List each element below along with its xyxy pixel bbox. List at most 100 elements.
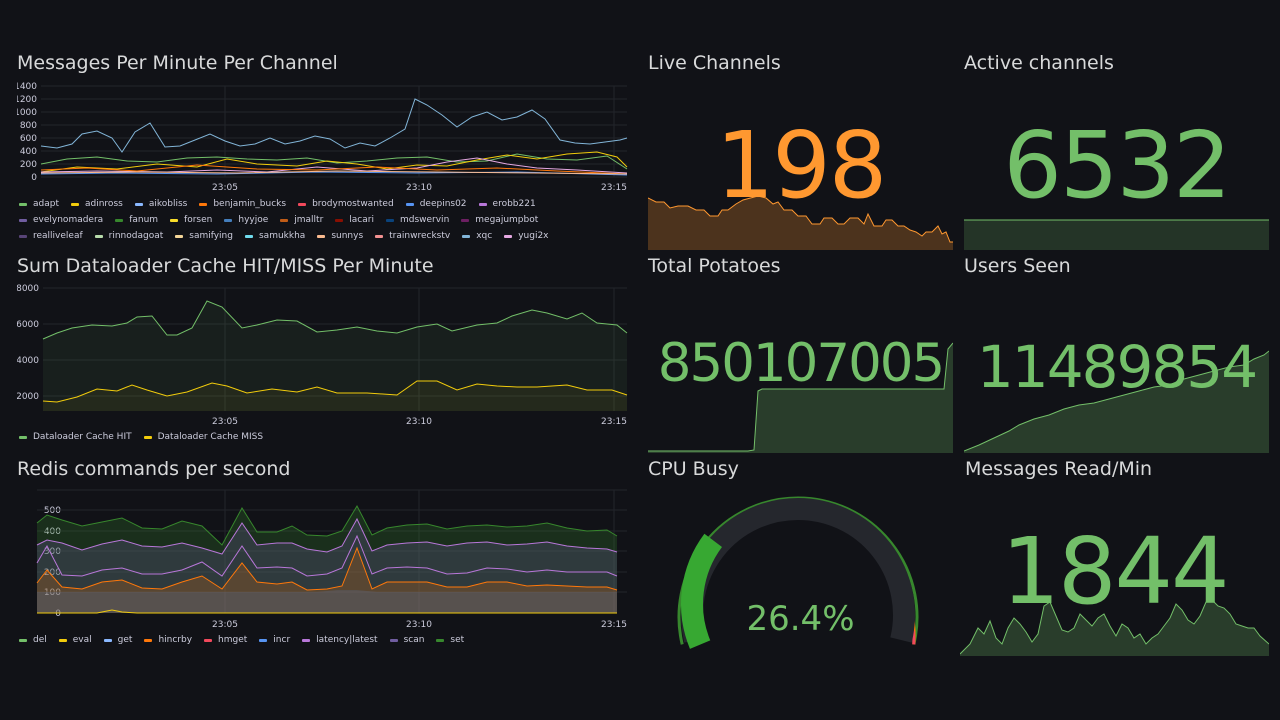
- legend-item[interactable]: deepins02: [405, 196, 467, 212]
- legend-item[interactable]: xqc: [462, 228, 492, 244]
- y-tick: 200: [20, 160, 37, 170]
- legend-item[interactable]: hincrby: [144, 632, 192, 648]
- y-tick: 800: [20, 121, 37, 131]
- legend-item[interactable]: hyyjoe: [224, 212, 268, 228]
- x-axis: 23:05 23:10 23:15: [212, 183, 627, 193]
- legend-label: evelynomadera: [33, 215, 104, 225]
- legend-item[interactable]: forsen: [170, 212, 212, 228]
- legend-swatch: [335, 218, 344, 222]
- redis-panel: Redis commands per second 500 400 300 20…: [17, 458, 632, 653]
- y-tick: 500: [44, 506, 61, 516]
- series-hit: [42, 300, 628, 340]
- legend-swatch: [385, 218, 394, 222]
- legend-item[interactable]: rinnodagoat: [94, 228, 164, 244]
- legend-item[interactable]: mdswervin: [385, 212, 450, 228]
- legend-item[interactable]: scan: [389, 632, 425, 648]
- messages-read-panel: Messages Read/Min 1844: [960, 458, 1269, 656]
- legend-swatch: [58, 638, 67, 642]
- legend-label: samukkha: [258, 231, 306, 241]
- legend-label: set: [450, 635, 465, 645]
- legend-item[interactable]: set: [436, 632, 464, 648]
- legend-item[interactable]: lacari: [335, 212, 374, 228]
- legend-swatch: [115, 218, 124, 222]
- panel-title: CPU Busy: [648, 458, 739, 480]
- legend-label: scan: [403, 635, 425, 645]
- legend-swatch: [170, 218, 179, 222]
- dataloader-chart[interactable]: 8000 6000 4000 2000 23:05 23:10 23:15: [17, 283, 632, 433]
- active-channels-value: 6532: [1003, 112, 1231, 219]
- legend-label: erobb221: [492, 199, 536, 209]
- chart-legend: adapt adinross aikobliss benjamin_bucks brod…: [19, 196, 619, 244]
- legend-swatch: [134, 202, 143, 206]
- legend-swatch: [405, 202, 414, 206]
- legend-item[interactable]: samukkha: [244, 228, 306, 244]
- x-tick: 23:05: [212, 620, 238, 630]
- legend-item[interactable]: evelynomadera: [19, 212, 103, 228]
- legend-item[interactable]: adinross: [71, 196, 123, 212]
- legend-swatch: [462, 234, 471, 238]
- y-axis: 8000 6000 4000 2000: [17, 284, 39, 402]
- legend-label: adinross: [85, 199, 123, 209]
- series-get-area: [37, 590, 617, 613]
- legend-item[interactable]: get: [103, 632, 132, 648]
- legend-item[interactable]: hmget: [204, 632, 247, 648]
- legend-label: adapt: [33, 199, 59, 209]
- series-sunnys: [40, 170, 628, 175]
- legend-label: rinnodagoat: [108, 231, 164, 241]
- panel-title: Total Potatoes: [648, 255, 781, 277]
- legend-label: megajumpbot: [475, 215, 539, 225]
- y-tick: 100: [44, 588, 61, 598]
- series-lines: [40, 98, 628, 176]
- legend-swatch: [478, 202, 487, 206]
- total-potatoes-sparkline: [648, 342, 953, 453]
- legend-swatch: [19, 435, 27, 439]
- messages-read-sparkline: [960, 599, 1269, 656]
- legend-item[interactable]: incr: [259, 632, 290, 648]
- legend-item[interactable]: realliveleaf: [19, 228, 83, 244]
- legend-item[interactable]: yugi2x: [504, 228, 549, 244]
- panel-title: Messages Read/Min: [965, 458, 1153, 480]
- legend-item[interactable]: erobb221: [478, 196, 536, 212]
- legend-item[interactable]: fanum: [115, 212, 158, 228]
- series-latency: [36, 517, 618, 555]
- legend-label: deepins02: [419, 199, 467, 209]
- active-channels-panel: Active channels 6532: [964, 52, 1269, 250]
- legend-item[interactable]: adapt: [19, 196, 59, 212]
- panel-title: Users Seen: [964, 255, 1071, 277]
- legend-label: xqc: [476, 231, 493, 241]
- legend-item[interactable]: jmalltr: [280, 212, 323, 228]
- legend-label: hyyjoe: [238, 215, 269, 225]
- legend-swatch: [175, 234, 184, 238]
- legend-item[interactable]: del: [19, 632, 47, 648]
- legend-label: hmget: [218, 635, 248, 645]
- legend-item[interactable]: benjamin_bucks: [199, 196, 286, 212]
- legend-swatch: [389, 638, 398, 642]
- legend-label: jmalltr: [294, 215, 324, 225]
- x-tick: 23:15: [601, 183, 627, 193]
- legend-item[interactable]: sunnys: [317, 228, 363, 244]
- legend-item[interactable]: samifying: [175, 228, 233, 244]
- gauge-value-arc: [681, 533, 723, 649]
- y-tick: 0: [31, 173, 37, 183]
- legend-item[interactable]: megajumpbot: [461, 212, 538, 228]
- legend-item[interactable]: eval: [58, 632, 92, 648]
- y-tick: 400: [20, 147, 37, 157]
- legend-item[interactable]: Dataloader Cache MISS: [143, 429, 263, 445]
- legend-item[interactable]: brodymostwanted: [298, 196, 394, 212]
- series-hincrby: [36, 546, 618, 591]
- legend-label: fanum: [129, 215, 159, 225]
- y-tick: 600: [20, 134, 37, 144]
- series-benjamin-bucks: [40, 164, 628, 175]
- legend-item[interactable]: Dataloader Cache HIT: [19, 429, 132, 445]
- legend-label: mdswervin: [399, 215, 450, 225]
- legend-item[interactable]: aikobliss: [134, 196, 187, 212]
- legend-label: sunnys: [331, 231, 364, 241]
- redis-chart[interactable]: 500 400 300 200 100 0 23:05 23:10 23:15: [17, 488, 632, 638]
- legend-item[interactable]: trainwreckstv: [375, 228, 450, 244]
- legend-item[interactable]: latency|latest: [302, 632, 378, 648]
- legend-swatch: [436, 638, 445, 642]
- legend-label: incr: [273, 635, 291, 645]
- series-hincrby-area: [37, 548, 617, 613]
